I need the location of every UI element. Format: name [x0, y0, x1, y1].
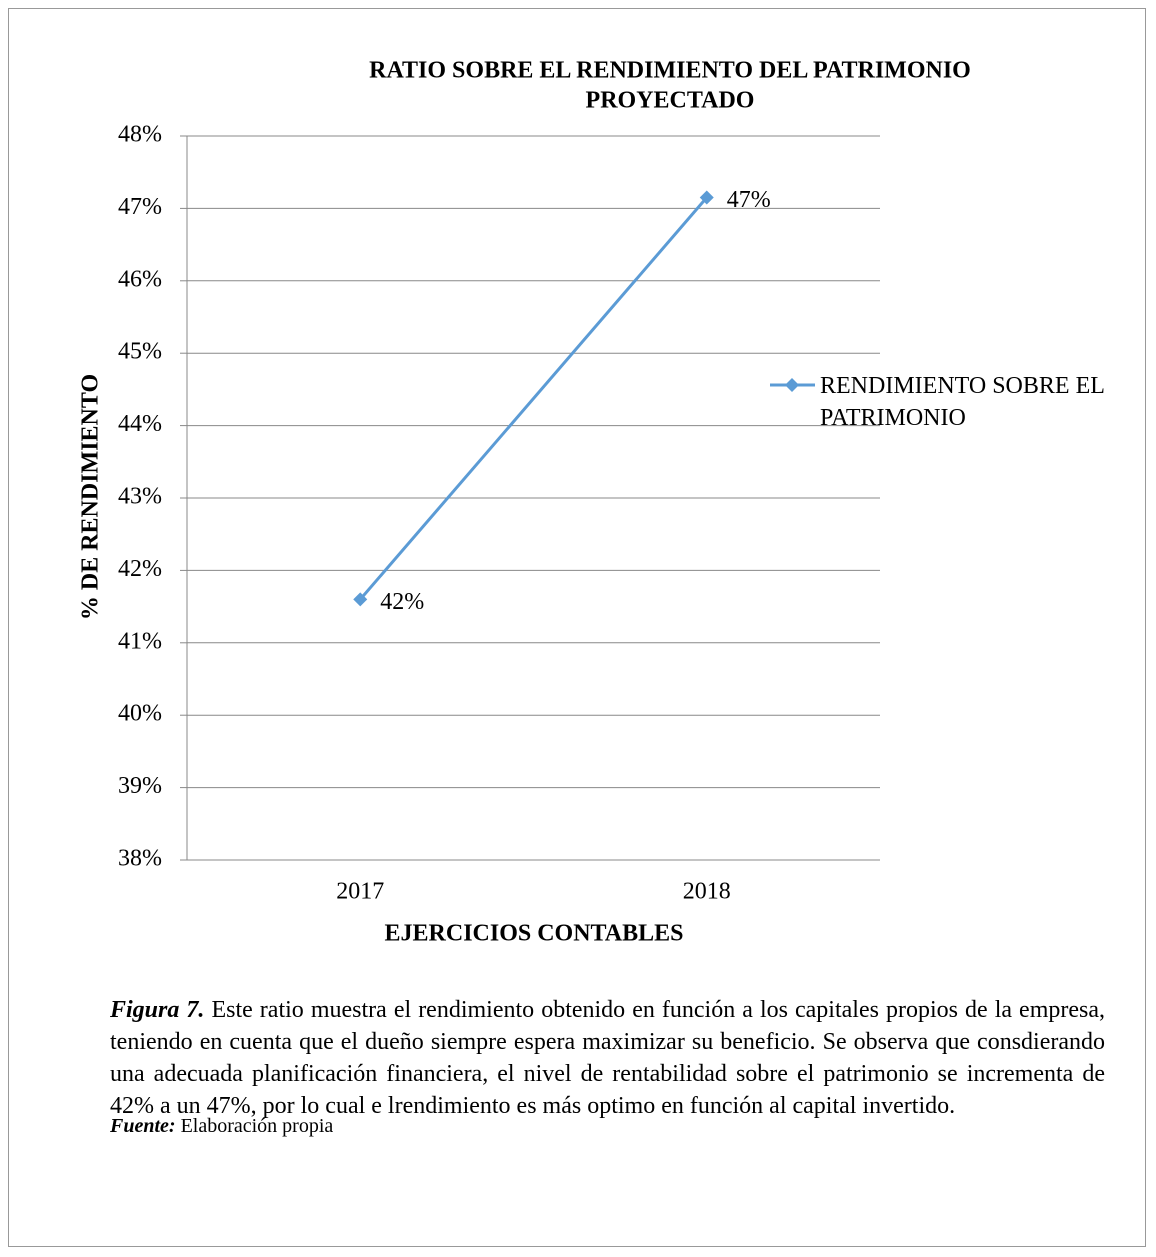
y-tick-label: 38%	[118, 846, 162, 872]
y-tick-label: 41%	[118, 628, 162, 654]
caption: Figura 7. Este ratio muestra el rendimie…	[110, 994, 1105, 1122]
legend-marker	[785, 378, 799, 392]
caption-label: Figura 7.	[110, 997, 205, 1023]
y-tick-label: 40%	[118, 701, 162, 727]
source: Fuente: Elaboración propia	[110, 1115, 333, 1138]
y-tick-label: 47%	[118, 194, 162, 220]
chart-title: PROYECTADO	[586, 88, 755, 114]
marker	[353, 592, 368, 607]
y-tick-label: 39%	[118, 773, 162, 799]
data-label: 47%	[727, 187, 771, 213]
x-axis-label: EJERCICIOS CONTABLES	[385, 921, 684, 947]
source-text: Elaboración propia	[180, 1115, 334, 1137]
data-label: 42%	[380, 589, 424, 615]
y-axis-label: % DE RENDIMIENTO	[78, 374, 104, 620]
chart-title: RATIO SOBRE EL RENDIMIENTO DEL PATRIMONI…	[369, 58, 971, 84]
y-tick-label: 43%	[118, 484, 162, 510]
line	[359, 196, 708, 601]
frame	[8, 8, 1146, 1247]
y-tick-label: 48%	[118, 122, 162, 148]
y-tick-label: 46%	[118, 266, 162, 292]
legend-label: RENDIMIENTO SOBRE EL PATRIMONIO	[820, 373, 1104, 431]
marker	[699, 190, 714, 205]
y-tick-label: 44%	[118, 411, 162, 437]
source-label: Fuente:	[110, 1115, 176, 1137]
y-tick-label: 45%	[118, 339, 162, 365]
y-tick-label: 42%	[118, 556, 162, 582]
x-tick-label: 2017	[336, 879, 384, 905]
x-tick-label: 2018	[683, 879, 731, 905]
caption-text: Este ratio muestra el rendimiento obteni…	[110, 997, 1106, 1119]
